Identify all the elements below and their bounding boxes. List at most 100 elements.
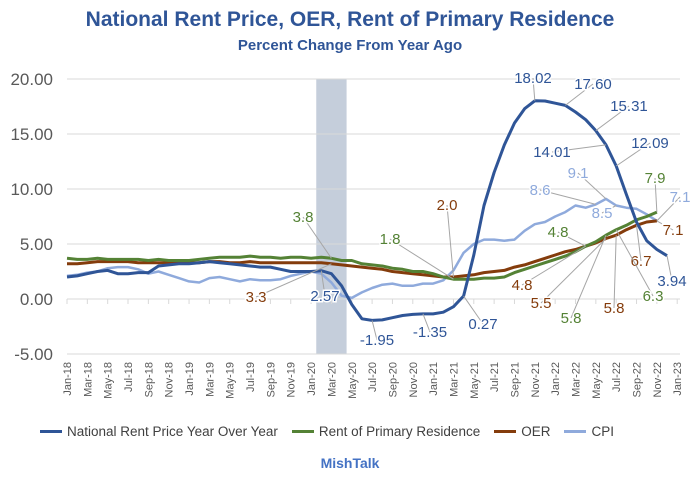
- x-tick-label: May-18: [103, 362, 115, 399]
- data-label: 7.9: [645, 170, 666, 187]
- data-label: 5.8: [561, 310, 582, 327]
- x-tick-label: Mar-21: [448, 362, 460, 397]
- data-label: 9.1: [568, 165, 589, 182]
- data-label: 4.8: [548, 224, 569, 241]
- series-line: [66, 99, 668, 322]
- legend-label: National Rent Price Year Over Year: [67, 424, 278, 439]
- x-tick-label: May-19: [225, 362, 237, 399]
- annotation-leader: [557, 231, 586, 247]
- chart-title: National Rent Price, OER, Rent of Primar…: [85, 8, 615, 31]
- x-tick-label: Nov-20: [408, 362, 420, 397]
- y-tick-label: 10.00: [10, 180, 53, 199]
- x-tick-label: Jul-19: [245, 362, 257, 392]
- annotation-leader: [613, 235, 617, 309]
- x-tick-label: Jul-21: [489, 362, 501, 392]
- x-tick-label: Nov-21: [530, 362, 542, 397]
- y-tick-label: 5.00: [20, 235, 53, 254]
- series-line: [66, 210, 658, 281]
- data-label: 7.1: [663, 222, 684, 239]
- annotation-leader: [565, 83, 594, 106]
- x-tick-label: Jul-18: [123, 362, 135, 392]
- annotation-leader: [255, 263, 332, 298]
- data-label: 3.3: [246, 289, 267, 306]
- x-tick-label: May-22: [591, 362, 603, 399]
- data-label: 0.27: [468, 316, 497, 333]
- annotation-leader: [463, 295, 484, 325]
- x-tick-label: May-21: [469, 362, 481, 399]
- annotation-leader: [577, 172, 607, 200]
- data-label: 5.5: [531, 295, 552, 312]
- data-label: 2.0: [437, 197, 458, 214]
- data-label: 8.5: [592, 205, 613, 222]
- annotation-leader: [570, 235, 607, 319]
- legend: National Rent Price Year Over Year Rent …: [40, 424, 614, 439]
- data-label: 15.31: [610, 98, 648, 115]
- x-tick-label: Sep-22: [632, 362, 644, 397]
- x-tick-label: Nov-18: [164, 362, 176, 397]
- x-tick-label: Mar-22: [571, 362, 583, 397]
- annotation-leader: [532, 77, 536, 101]
- x-tick-label: Sep-21: [509, 362, 521, 397]
- annotation-leader: [636, 225, 642, 262]
- annotation-leader: [601, 205, 617, 214]
- annotation-leader: [615, 142, 651, 167]
- x-tick-label: Sep-19: [265, 362, 277, 397]
- annotation-leader: [371, 320, 378, 341]
- annotation-leader: [551, 144, 607, 153]
- x-tick-label: Mar-18: [82, 362, 94, 397]
- chart-subtitle: Percent Change From Year Ago: [237, 37, 463, 54]
- annotation-leader: [654, 177, 658, 213]
- x-tick-label: Mar-19: [204, 362, 216, 397]
- legend-item-primary-residence: Rent of Primary Residence: [291, 424, 481, 439]
- legend-label: CPI: [591, 424, 614, 439]
- legend-label: OER: [521, 424, 551, 439]
- data-label: 4.8: [512, 277, 533, 294]
- x-tick-label: Jan-21: [428, 362, 440, 396]
- data-label: 1.8: [380, 231, 401, 248]
- x-tick-label: Jan-20: [306, 362, 318, 396]
- x-tick-label: Jan-18: [62, 362, 74, 396]
- x-tick-label: Nov-22: [652, 362, 664, 397]
- annotation-leader: [302, 216, 332, 259]
- annotation-leader: [539, 189, 596, 205]
- y-tick-label: 0.00: [20, 290, 53, 309]
- data-label: -1.95: [360, 332, 394, 349]
- x-tick-label: Sep-20: [387, 362, 399, 397]
- data-label: 3.94: [657, 273, 686, 290]
- series-line: [67, 219, 658, 279]
- x-tick-label: Nov-19: [286, 362, 298, 397]
- data-label: 2.57: [310, 288, 339, 305]
- annotation-leader: [540, 238, 607, 304]
- data-label: 12.09: [631, 135, 669, 152]
- data-label: 8.6: [530, 182, 551, 199]
- data-label: 3.8: [293, 209, 314, 226]
- annotation-leader: [666, 255, 673, 282]
- annotation-leader: [656, 220, 674, 231]
- x-tick-label: Jul-20: [367, 362, 379, 392]
- x-tick-label: Jul-22: [611, 362, 623, 392]
- data-label: 5.8: [604, 300, 625, 317]
- legend-item-rent: National Rent Price Year Over Year: [40, 424, 278, 439]
- data-label: 6.3: [643, 288, 664, 305]
- source-label: MishTalk: [320, 455, 380, 471]
- annotation-leader: [389, 238, 454, 280]
- x-tick-label: Jan-19: [184, 362, 196, 396]
- data-label: 17.60: [574, 76, 612, 93]
- data-label: 18.02: [514, 70, 552, 87]
- series-line: [66, 197, 658, 300]
- recession-band: [316, 79, 347, 354]
- data-label: 7.1: [670, 189, 691, 206]
- annotation-leader: [595, 105, 630, 131]
- y-tick-label: 20.00: [10, 70, 53, 89]
- data-label: 14.01: [533, 144, 571, 161]
- annotation-leader: [422, 313, 431, 333]
- legend-label: Rent of Primary Residence: [318, 424, 481, 439]
- annotation-leader: [521, 245, 586, 286]
- annotation-leader: [615, 229, 654, 297]
- x-tick-label: Jan-22: [550, 362, 562, 396]
- x-tick-label: Sep-18: [143, 362, 155, 397]
- legend-item-oer: OER: [494, 424, 550, 439]
- annotation-leader: [446, 204, 454, 278]
